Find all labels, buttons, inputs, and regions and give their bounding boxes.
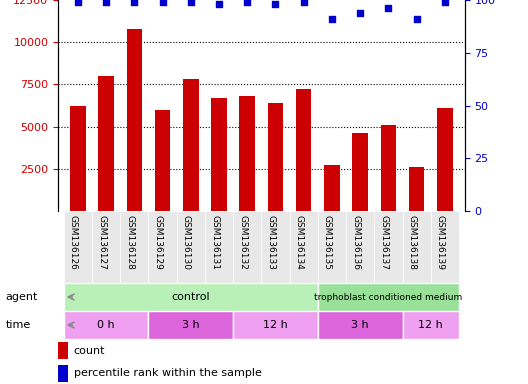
Bar (211, 98, 227, 211)
Bar (318, 211, 346, 283)
Text: GSM136132: GSM136132 (238, 215, 247, 270)
Bar (98, 76, 114, 211)
Bar (409, 167, 425, 211)
Text: GSM136139: GSM136139 (436, 215, 445, 270)
Point (299, 0, 308, 5)
Text: GSM136130: GSM136130 (182, 215, 191, 270)
Bar (289, 211, 318, 283)
Text: count: count (73, 346, 105, 356)
Bar (268, 103, 283, 211)
Text: 3 h: 3 h (182, 320, 200, 330)
Bar (240, 96, 255, 211)
Bar (346, 211, 374, 283)
Text: GSM136131: GSM136131 (210, 215, 219, 270)
Text: GSM136128: GSM136128 (125, 215, 134, 270)
Bar (233, 211, 261, 283)
Text: trophoblast conditioned medium: trophoblast conditioned medium (314, 293, 463, 301)
Bar (296, 89, 312, 211)
Point (158, 0, 167, 5)
Text: GSM136126: GSM136126 (69, 215, 78, 270)
Bar (381, 125, 396, 211)
Bar (155, 110, 171, 211)
Text: control: control (172, 292, 210, 302)
Bar (374, 211, 402, 283)
Point (130, 0, 138, 5)
Point (328, 16, 336, 22)
Text: GSM136138: GSM136138 (408, 215, 417, 270)
Bar (431, 211, 459, 283)
Text: GSM136137: GSM136137 (380, 215, 389, 270)
Point (356, 10, 364, 16)
Bar (324, 166, 340, 211)
Text: GSM136129: GSM136129 (154, 215, 163, 270)
Point (186, 0, 195, 5)
Bar (58, 342, 68, 359)
Bar (92, 211, 120, 283)
Bar (64, 311, 148, 339)
Text: agent: agent (5, 292, 37, 302)
Bar (205, 211, 233, 283)
Text: time: time (5, 320, 31, 330)
Text: GSM136136: GSM136136 (351, 215, 360, 270)
Point (441, 0, 449, 5)
Bar (352, 133, 368, 211)
Text: GSM136127: GSM136127 (97, 215, 106, 270)
Bar (183, 79, 199, 211)
Point (384, 5, 393, 12)
Bar (177, 211, 205, 283)
Text: 12 h: 12 h (418, 320, 443, 330)
Bar (318, 311, 402, 339)
Text: 3 h: 3 h (351, 320, 369, 330)
Bar (127, 29, 142, 211)
Bar (233, 311, 318, 339)
Point (215, 1, 223, 7)
Text: GSM136135: GSM136135 (323, 215, 332, 270)
Bar (64, 283, 318, 311)
Bar (437, 108, 452, 211)
Bar (402, 311, 459, 339)
Text: GSM136133: GSM136133 (267, 215, 276, 270)
Text: percentile rank within the sample: percentile rank within the sample (73, 368, 261, 378)
Bar (261, 211, 289, 283)
Bar (148, 311, 233, 339)
Point (102, 0, 110, 5)
Point (73, 0, 82, 5)
Text: GSM136134: GSM136134 (295, 215, 304, 270)
Bar (64, 211, 92, 283)
Bar (148, 211, 177, 283)
Bar (70, 106, 86, 211)
Text: 0 h: 0 h (97, 320, 115, 330)
Bar (402, 211, 431, 283)
Point (243, 0, 251, 5)
Point (412, 16, 421, 22)
Text: 12 h: 12 h (263, 320, 288, 330)
Bar (318, 283, 459, 311)
Bar (120, 211, 148, 283)
Point (271, 1, 280, 7)
Bar (58, 365, 68, 382)
